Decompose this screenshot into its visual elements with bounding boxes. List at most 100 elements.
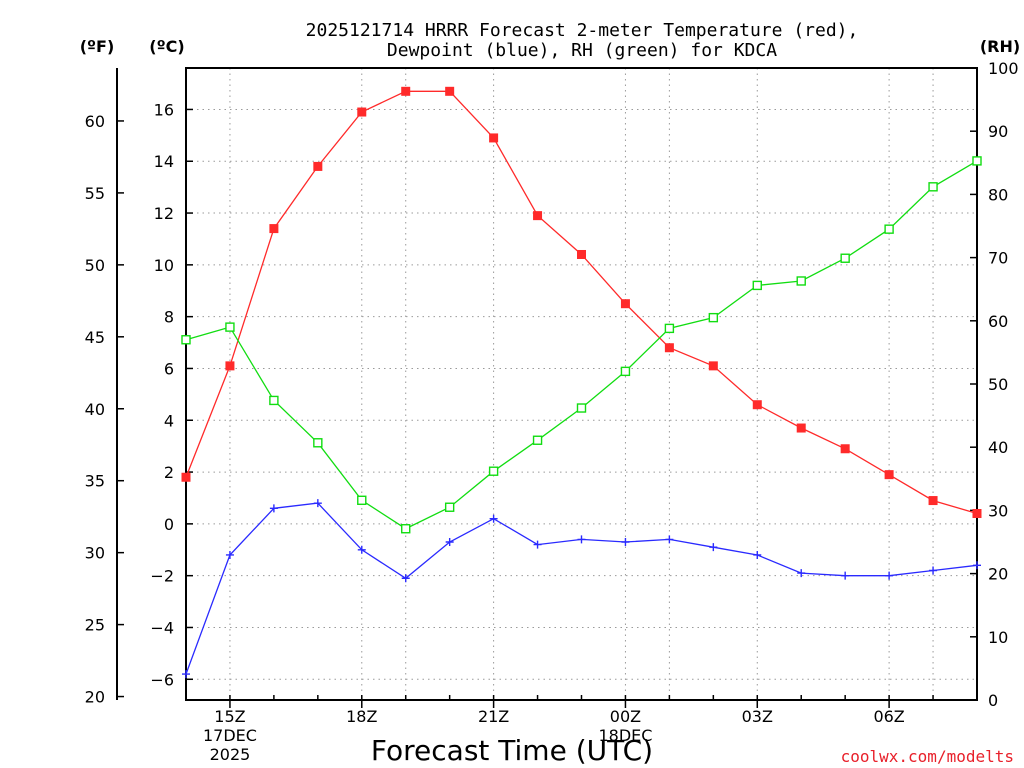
rh-point <box>357 495 367 505</box>
rh-point <box>884 224 894 234</box>
temperature-point <box>489 133 499 143</box>
rh-point <box>181 335 191 345</box>
fahrenheit-tick-label: 50 <box>85 256 105 275</box>
dewpoint-point <box>885 571 894 580</box>
credit-text: coolwx.com/modelts <box>841 747 1014 766</box>
celsius-tick-label: 0 <box>164 515 174 534</box>
dewpoint-point <box>709 543 718 552</box>
temperature-point <box>928 496 938 506</box>
celsius-unit-label: (ºC) <box>149 37 184 56</box>
rh-point <box>532 435 543 445</box>
fahrenheit-tick-label: 55 <box>85 184 105 203</box>
rh-point <box>664 323 675 334</box>
dewpoint-point <box>973 561 981 570</box>
axis-labels: 202530354045505560−6−4−20246810121416010… <box>85 59 1019 764</box>
celsius-tick-label: 12 <box>154 204 174 223</box>
rh-point <box>796 276 806 286</box>
rh-unit-label: (RH) <box>980 37 1020 56</box>
temperature-point <box>577 249 586 259</box>
dewpoint-point <box>445 538 454 546</box>
rh-point <box>225 322 235 332</box>
rh-tick-label: 50 <box>988 375 1008 394</box>
temperature-point <box>445 86 455 96</box>
dewpoint-point <box>621 538 630 546</box>
chart-subtitle: Dewpoint (blue), RH (green) for KDCA <box>387 40 777 61</box>
temperature-point <box>752 400 762 410</box>
rh-tick-label: 10 <box>988 628 1008 647</box>
x-tick-year: 2025 <box>210 745 251 764</box>
dewpoint-point <box>577 535 586 544</box>
x-tick-label: 15Z <box>214 707 245 726</box>
celsius-tick-label: −6 <box>150 670 174 689</box>
fahrenheit-tick-label: 30 <box>85 544 105 563</box>
celsius-tick-label: 10 <box>154 256 174 275</box>
data-series <box>181 86 982 679</box>
temperature-line <box>185 90 978 515</box>
temperature-point <box>181 472 191 482</box>
dewpoint-point <box>929 566 938 575</box>
dewpoint-point <box>533 540 542 549</box>
x-tick-date: 18DEC <box>598 726 652 745</box>
fahrenheit-tick-label: 20 <box>85 688 105 707</box>
fahrenheit-tick-label: 25 <box>85 616 105 635</box>
dewpoint-point <box>313 499 322 508</box>
celsius-tick-label: 2 <box>164 463 174 482</box>
plot-frame <box>185 67 978 701</box>
rh-tick-label: 0 <box>988 691 998 710</box>
rh-point <box>620 366 631 377</box>
x-tick-label: 06Z <box>873 707 904 726</box>
rh-point <box>401 524 411 534</box>
dewpoint-point <box>665 535 674 544</box>
temperature-point <box>401 86 411 96</box>
rh-tick-label: 70 <box>988 249 1008 268</box>
dewpoint-point <box>401 574 410 583</box>
rh-point <box>488 466 499 476</box>
rh-tick-label: 90 <box>988 122 1008 141</box>
dewpoint-point <box>182 670 190 679</box>
dewpoint-point <box>269 504 278 513</box>
rh-point <box>752 280 762 291</box>
dewpoint-line <box>185 502 978 675</box>
chart-title: 2025121714 HRRR Forecast 2-meter Tempera… <box>306 20 859 41</box>
fahrenheit-tick-label: 60 <box>85 112 105 131</box>
rh-tick-label: 30 <box>988 501 1008 520</box>
dewpoint-point <box>753 550 762 559</box>
temperature-point <box>796 423 806 433</box>
rh-tick-label: 60 <box>988 312 1008 331</box>
fahrenheit-unit-label: (ºF) <box>80 37 115 56</box>
rh-tick-label: 80 <box>988 185 1008 204</box>
temperature-point <box>708 361 718 371</box>
celsius-tick-label: −2 <box>150 567 174 586</box>
grid-lines <box>186 68 977 700</box>
temperature-point <box>269 224 279 234</box>
temperature-point <box>620 299 630 309</box>
dewpoint-point <box>489 514 498 523</box>
temperature-point <box>357 107 367 117</box>
temperature-point <box>972 509 982 519</box>
celsius-tick-label: −4 <box>150 618 174 637</box>
rh-tick-label: 20 <box>988 565 1008 584</box>
temperature-point <box>664 343 674 353</box>
dewpoint-point <box>225 550 234 559</box>
rh-tick-label: 40 <box>988 438 1008 457</box>
temperature-point <box>533 211 543 221</box>
temperature-point <box>884 470 894 480</box>
celsius-tick-label: 6 <box>164 359 174 378</box>
rh-line <box>185 160 978 530</box>
axes <box>116 67 978 708</box>
celsius-tick-label: 14 <box>154 152 174 171</box>
fahrenheit-tick-label: 45 <box>85 328 105 347</box>
temperature-point <box>313 161 323 171</box>
rh-point <box>269 395 279 406</box>
x-tick-label: 03Z <box>742 707 773 726</box>
celsius-tick-label: 8 <box>164 308 174 327</box>
fahrenheit-tick-label: 35 <box>85 472 105 491</box>
dewpoint-point <box>357 545 366 554</box>
rh-point <box>313 438 323 448</box>
rh-point <box>708 312 719 323</box>
x-tick-label: 21Z <box>478 707 509 726</box>
celsius-tick-label: 4 <box>164 411 174 430</box>
celsius-tick-label: 16 <box>154 100 174 119</box>
rh-point <box>972 156 982 166</box>
